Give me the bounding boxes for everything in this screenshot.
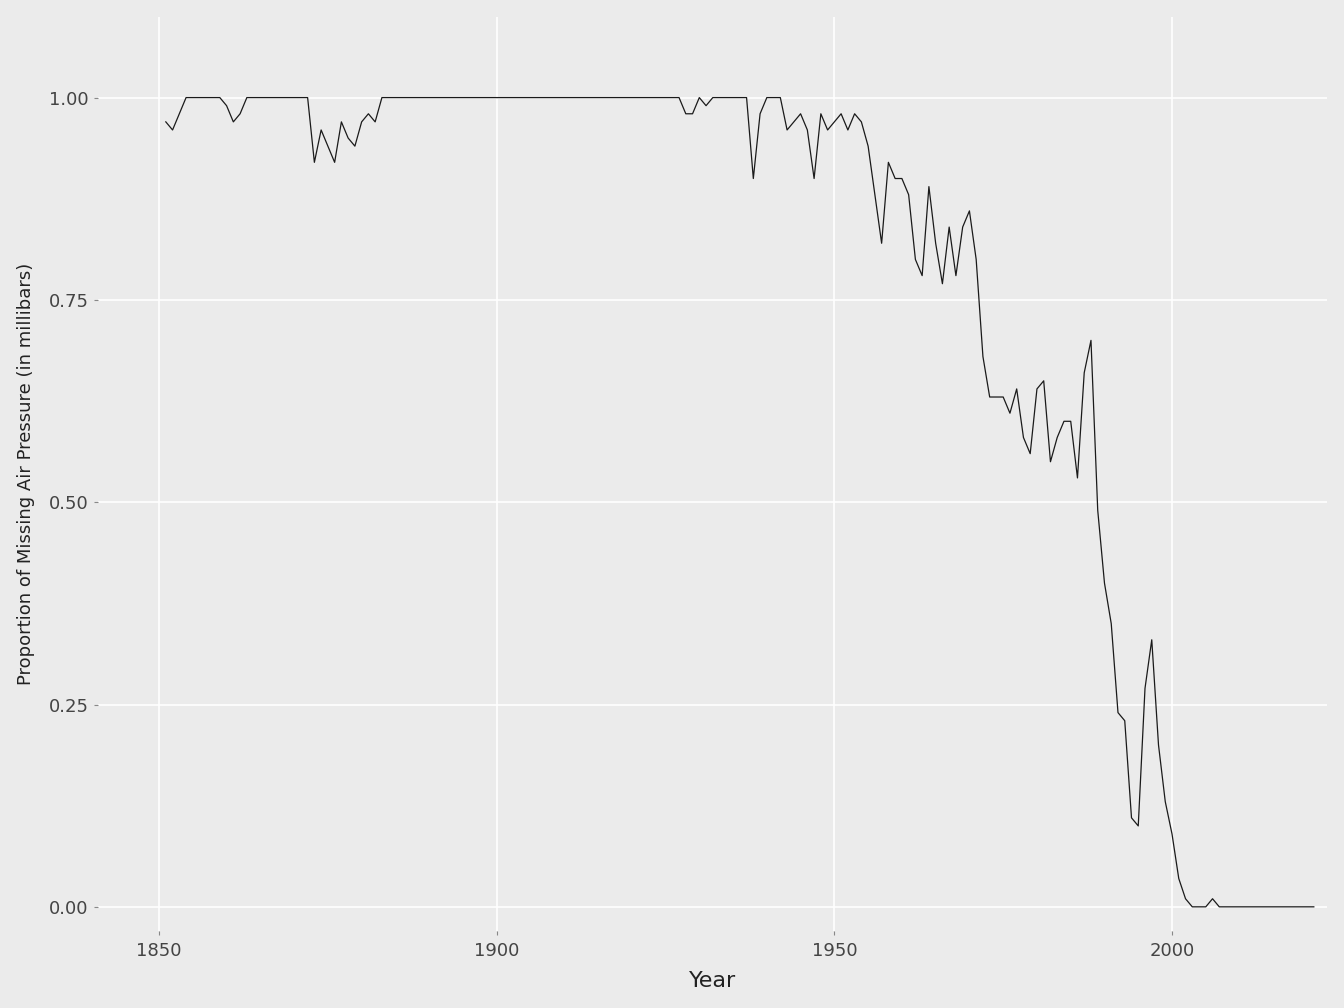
X-axis label: Year: Year [689, 972, 737, 991]
Y-axis label: Proportion of Missing Air Pressure (in millibars): Proportion of Missing Air Pressure (in m… [16, 263, 35, 685]
